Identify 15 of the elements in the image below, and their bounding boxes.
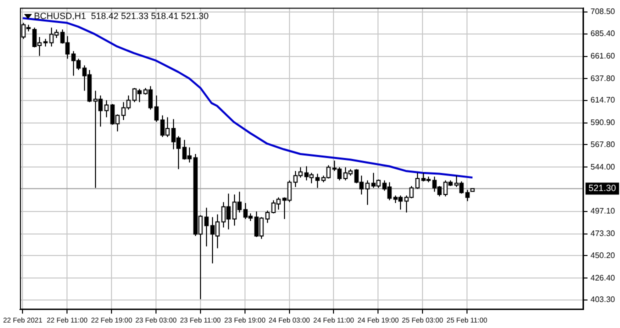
y-tick-label: 544.00 [590, 162, 616, 172]
y-tick-label: 637.80 [590, 74, 616, 83]
y-tick-label: 567.80 [590, 140, 616, 149]
y-tick-label: 685.40 [590, 29, 616, 38]
y-tick-label: 403.30 [590, 295, 616, 304]
chart-title: BCHUSD,H1 518.42 521.33 518.41 521.30 [34, 10, 209, 21]
y-tick-label: 426.40 [590, 273, 616, 282]
y-tick-label: 614.70 [590, 96, 616, 105]
y-tick-label: 708.50 [590, 7, 616, 16]
y-tick-label: 661.60 [590, 51, 616, 60]
y-tick-label: 590.90 [590, 118, 616, 128]
y-tick-label: 497.10 [590, 206, 616, 216]
y-tick-label: 473.30 [590, 229, 616, 238]
ref-line-label: 521.30 [588, 183, 616, 194]
y-tick-label: 450.20 [590, 250, 616, 260]
